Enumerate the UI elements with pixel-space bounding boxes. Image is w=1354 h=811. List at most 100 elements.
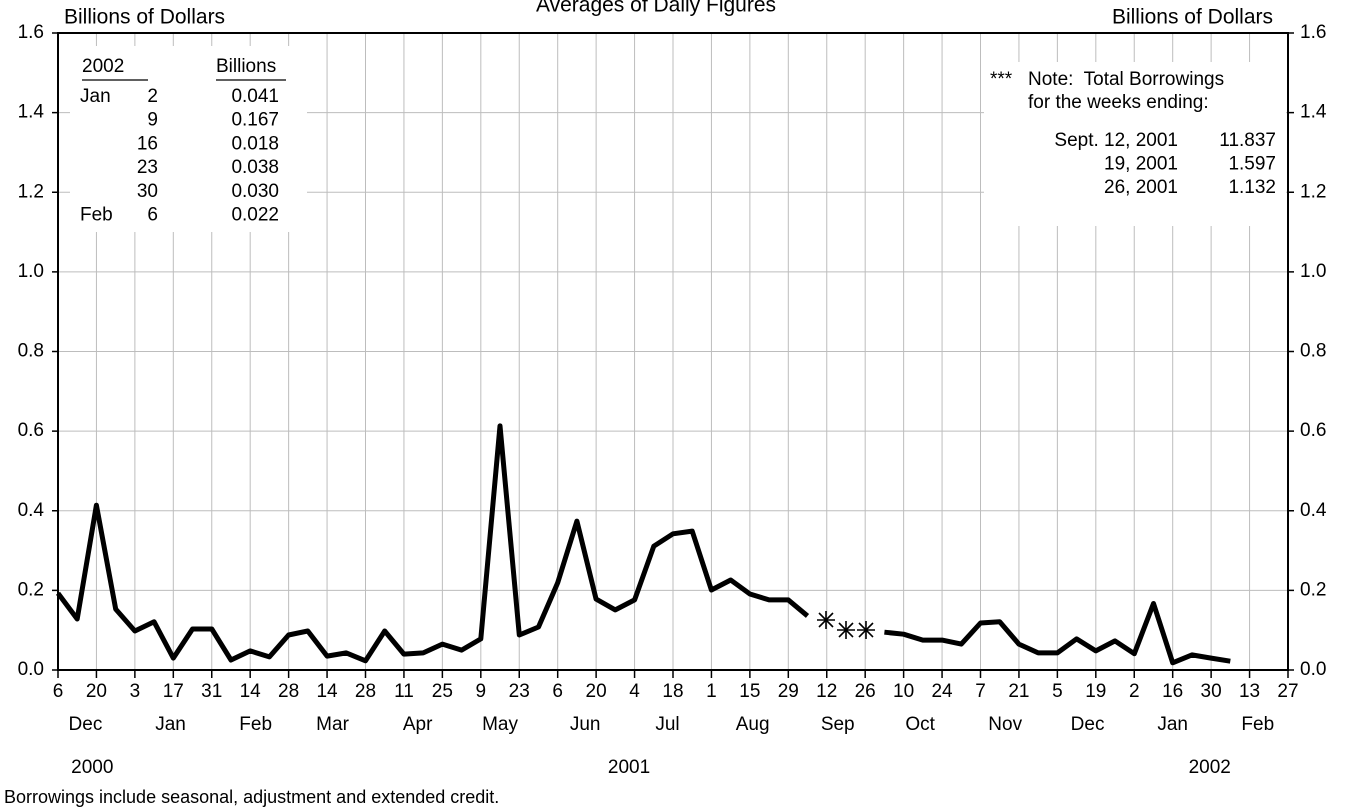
y-tick-label-right: 1.2 <box>1300 181 1326 202</box>
month-label: Jul <box>655 714 679 735</box>
x-tick-label: 31 <box>201 681 222 702</box>
y-tick-label-right: 0.6 <box>1300 420 1326 441</box>
note-value: 1.597 <box>1228 154 1276 175</box>
x-tick-label: 17 <box>163 681 184 702</box>
table-value: 0.030 <box>231 181 279 202</box>
x-tick-label: 1 <box>706 681 717 702</box>
y-tick-label-right: 0.4 <box>1300 500 1327 521</box>
note-line: Note: Total Borrowings <box>1028 69 1224 90</box>
chart-title: Averages of Daily Figures <box>536 0 776 17</box>
table-day: 9 <box>147 110 158 131</box>
y-tick-label: 1.2 <box>18 181 44 202</box>
y-tick-label-right: 0.2 <box>1300 579 1326 600</box>
x-tick-label: 27 <box>1277 681 1298 702</box>
x-tick-label: 2 <box>1129 681 1140 702</box>
x-tick-label: 9 <box>476 681 487 702</box>
month-label: Apr <box>403 714 433 735</box>
off-scale-marker <box>817 611 835 629</box>
off-scale-markers <box>817 611 875 639</box>
note-value: 1.132 <box>1228 177 1276 198</box>
year-label: 2000 <box>71 757 113 778</box>
x-tick-label: 5 <box>1052 681 1063 702</box>
month-label: Jan <box>155 714 186 735</box>
table-value: 0.167 <box>231 110 279 131</box>
note-date: 19, 2001 <box>1104 154 1178 175</box>
y-axis-label-right: Billions of Dollars <box>1112 6 1273 29</box>
month-label: Feb <box>239 714 272 735</box>
note-bg <box>984 62 1286 226</box>
month-label: Dec <box>69 714 103 735</box>
year-label: 2001 <box>608 757 650 778</box>
note-date: 26, 2001 <box>1104 177 1178 198</box>
x-tick-label: 19 <box>1085 681 1106 702</box>
table-value: 0.041 <box>231 86 279 107</box>
x-tick-label: 20 <box>586 681 607 702</box>
month-label: Jun <box>570 714 601 735</box>
x-tick-label: 3 <box>130 681 141 702</box>
table-day: 6 <box>147 205 158 226</box>
table-day: 16 <box>137 133 158 154</box>
y-tick-label: 0.0 <box>18 659 44 680</box>
month-label: Mar <box>316 714 349 735</box>
x-tick-label: 20 <box>86 681 107 702</box>
x-tick-label: 11 <box>394 681 414 702</box>
table-header: Billions <box>216 56 276 77</box>
x-tick-label: 26 <box>855 681 876 702</box>
x-tick-label: 7 <box>975 681 986 702</box>
x-tick-label: 13 <box>1239 681 1260 702</box>
table-day: 30 <box>137 181 158 202</box>
month-label: Sep <box>821 714 855 735</box>
x-tick-label: 10 <box>893 681 914 702</box>
y-tick-label-right: 0.8 <box>1300 341 1326 362</box>
table-month: Jan <box>80 86 111 107</box>
note-date: Sept. 12, 2001 <box>1054 130 1178 151</box>
table-month: Feb <box>80 205 113 226</box>
month-label: Aug <box>736 714 770 735</box>
x-tick-label: 24 <box>931 681 953 702</box>
y-tick-label-right: 1.0 <box>1300 261 1326 282</box>
note-line: for the weeks ending: <box>1028 92 1209 113</box>
table-header: 2002 <box>82 56 124 77</box>
y-tick-label-right: 1.6 <box>1300 22 1326 43</box>
table-value: 0.018 <box>231 133 279 154</box>
note-marker: *** <box>990 69 1013 90</box>
x-tick-label: 4 <box>629 681 640 702</box>
y-tick-label: 0.8 <box>18 341 44 362</box>
x-tick-label: 16 <box>1162 681 1183 702</box>
y-tick-label: 0.2 <box>18 579 44 600</box>
off-scale-marker <box>857 621 875 639</box>
y-tick-label: 1.0 <box>18 261 44 282</box>
inset-table-bg <box>70 46 307 232</box>
inset-backgrounds <box>70 46 1286 232</box>
y-tick-label-right: 0.0 <box>1300 659 1326 680</box>
x-tick-label: 18 <box>662 681 683 702</box>
x-tick-label: 14 <box>316 681 338 702</box>
month-label: Nov <box>988 714 1022 735</box>
y-tick-label-right: 1.4 <box>1300 102 1327 123</box>
table-value: 0.038 <box>231 157 279 178</box>
y-tick-label: 0.4 <box>18 500 45 521</box>
data-line <box>55 423 1231 666</box>
x-tick-label: 15 <box>739 681 760 702</box>
month-label: Dec <box>1071 714 1105 735</box>
x-tick-label: 29 <box>778 681 799 702</box>
month-label: Oct <box>905 714 935 735</box>
y-tick-label: 1.6 <box>18 22 44 43</box>
x-tick-label: 14 <box>240 681 262 702</box>
x-tick-label: 25 <box>432 681 453 702</box>
x-tick-label: 6 <box>552 681 563 702</box>
month-label: Feb <box>1241 714 1274 735</box>
year-label: 2002 <box>1189 757 1231 778</box>
table-value: 0.022 <box>231 205 279 226</box>
y-axis-label-left: Billions of Dollars <box>64 6 225 29</box>
note-value: 11.837 <box>1219 130 1276 151</box>
y-tick-label: 0.6 <box>18 420 44 441</box>
x-tick-label: 21 <box>1008 681 1029 702</box>
table-day: 2 <box>147 86 158 107</box>
x-tick-label: 12 <box>816 681 837 702</box>
month-label: Jan <box>1157 714 1188 735</box>
x-tick-label: 28 <box>355 681 376 702</box>
y-tick-label: 1.4 <box>18 102 45 123</box>
month-label: May <box>482 714 518 735</box>
